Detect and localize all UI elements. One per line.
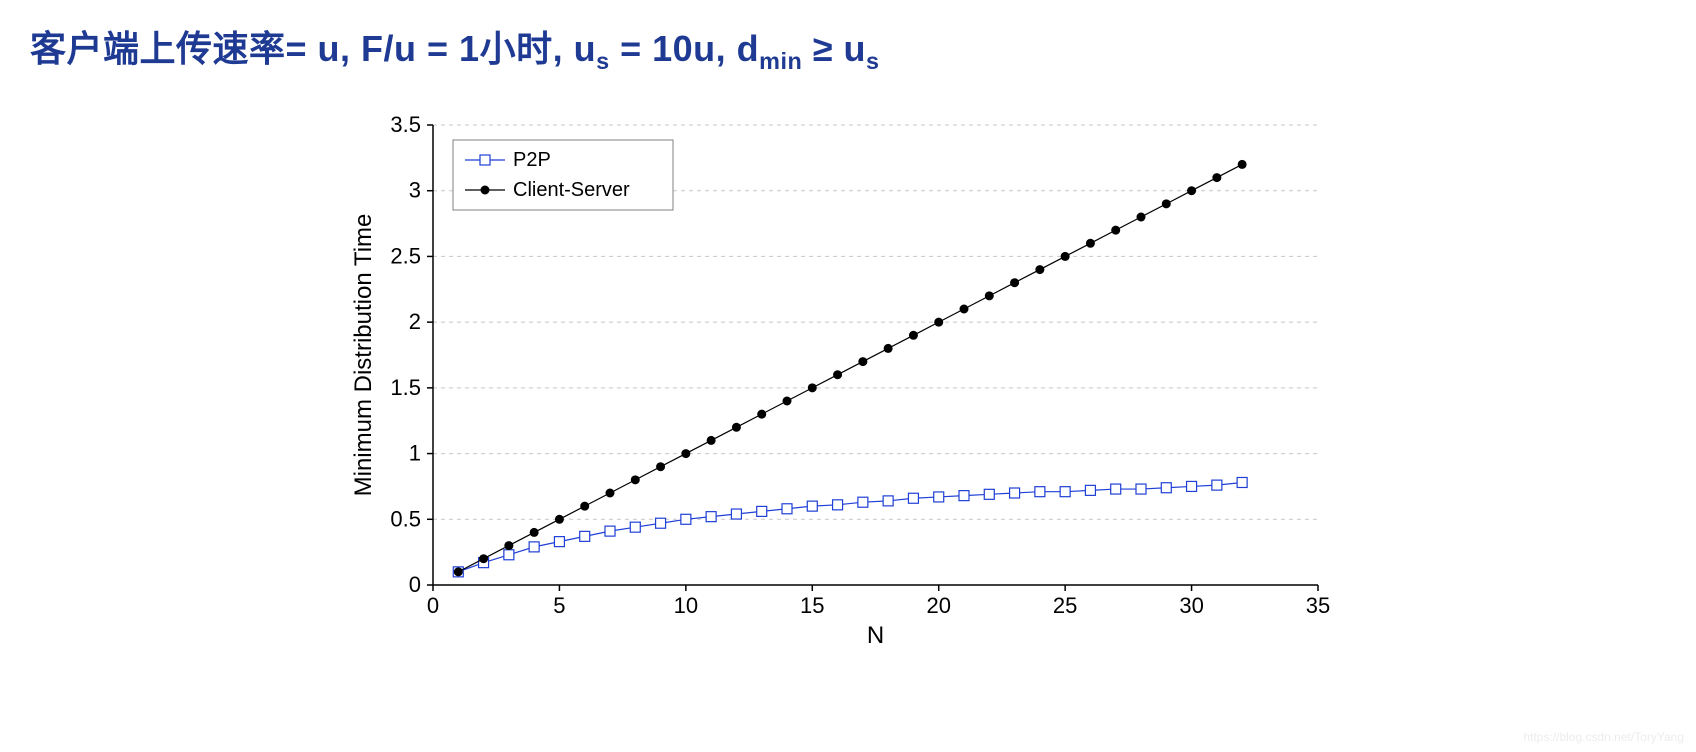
marker-cs (1111, 226, 1120, 235)
marker-p2p (1161, 483, 1171, 493)
legend-label: Client-Server (513, 179, 630, 201)
marker-p2p (984, 490, 994, 500)
marker-p2p (1187, 482, 1197, 492)
marker-p2p (529, 542, 539, 552)
marker-cs (631, 476, 640, 485)
y-tick-label: 1 (409, 441, 421, 466)
marker-cs (1086, 239, 1095, 248)
marker-cs (707, 436, 716, 445)
marker-p2p (1035, 487, 1045, 497)
watermark-text: https://blog.csdn.net/ToryYang (1523, 730, 1684, 744)
title-prefix-cn: 客户端上传速率= (30, 28, 318, 69)
marker-p2p (782, 504, 792, 514)
marker-p2p (858, 497, 868, 507)
marker-cs (960, 305, 969, 314)
y-tick-label: 0 (409, 572, 421, 597)
marker-p2p (554, 537, 564, 547)
page-title: 客户端上传速率= u, F/u = 1小时, us = 10u, dmin ≥ … (30, 20, 1666, 75)
marker-p2p (1085, 486, 1095, 496)
marker-cs (1035, 265, 1044, 274)
distribution-time-chart: 0 0.5 1 1.5 2 2.5 3 3.5 0 5 10 15 20 25 30 35 N Minimum D… (338, 105, 1358, 665)
marker-p2p (883, 496, 893, 506)
marker-cs (1212, 173, 1221, 182)
marker-p2p (1136, 484, 1146, 494)
marker-p2p (1010, 488, 1020, 498)
x-tick-label: 35 (1306, 593, 1330, 618)
marker-p2p (1237, 478, 1247, 488)
marker-cs (1010, 278, 1019, 287)
marker-cs (808, 384, 817, 393)
marker-p2p (630, 522, 640, 532)
title-tail-sub: s (866, 48, 880, 74)
marker-cs (580, 502, 589, 511)
x-tick-label: 5 (553, 593, 565, 618)
marker-cs (985, 292, 994, 301)
marker-cs (757, 410, 766, 419)
marker-cs (833, 370, 842, 379)
title-tail: ≥ u (802, 28, 866, 69)
chart-container: 0 0.5 1 1.5 2 2.5 3 3.5 0 5 10 15 20 25 30 35 N Minimum D… (30, 105, 1666, 665)
y-axis-label: Minimum Distribution Time (350, 214, 377, 497)
title-dmin-sub: min (759, 48, 802, 74)
marker-cs (504, 541, 513, 550)
x-tick-label: 10 (674, 593, 698, 618)
title-us-rhs: = 10u, d (610, 28, 760, 69)
marker-p2p (580, 532, 590, 542)
y-tick-label: 3.5 (390, 112, 421, 137)
y-tick-label: 1.5 (390, 375, 421, 400)
marker-cs (656, 462, 665, 471)
title-hour-cn: 小时, (480, 28, 574, 69)
x-tick-label: 15 (800, 593, 824, 618)
marker-p2p (656, 518, 666, 528)
title-us: u (574, 28, 597, 69)
x-tick-label: 20 (926, 593, 950, 618)
marker-p2p (807, 501, 817, 511)
x-tick-label: 0 (427, 593, 439, 618)
x-axis-label: N (867, 622, 884, 649)
marker-p2p (757, 507, 767, 517)
legend: P2P Client-Server (453, 140, 673, 210)
marker-cs (909, 331, 918, 340)
title-us-sub: s (596, 48, 610, 74)
marker-cs (530, 528, 539, 537)
marker-p2p (1212, 480, 1222, 490)
title-part1: u, F/u = 1 (318, 28, 480, 69)
legend-label: P2P (513, 149, 551, 171)
marker-cs (479, 554, 488, 563)
marker-p2p (934, 492, 944, 502)
marker-cs (732, 423, 741, 432)
marker-cs (934, 318, 943, 327)
marker-cs (1162, 200, 1171, 209)
marker-p2p (504, 550, 514, 560)
marker-cs (1137, 213, 1146, 222)
y-tick-label: 3 (409, 178, 421, 203)
marker-p2p (706, 512, 716, 522)
marker-cs (1187, 186, 1196, 195)
marker-cs (884, 344, 893, 353)
marker-cs (858, 357, 867, 366)
marker-cs (1238, 160, 1247, 169)
marker-p2p (908, 493, 918, 503)
x-tick-label: 30 (1179, 593, 1203, 618)
marker-p2p (959, 491, 969, 501)
marker-p2p (1060, 487, 1070, 497)
marker-cs (681, 449, 690, 458)
marker-cs (454, 568, 463, 577)
marker-cs (555, 515, 564, 524)
marker-p2p (681, 514, 691, 524)
marker-cs (606, 489, 615, 498)
x-tick-label: 25 (1053, 593, 1077, 618)
marker-cs (1061, 252, 1070, 261)
marker-p2p (833, 500, 843, 510)
marker-p2p (1111, 484, 1121, 494)
marker-cs (783, 397, 792, 406)
marker-p2p (731, 509, 741, 519)
y-tick-label: 0.5 (390, 506, 421, 531)
y-tick-label: 2.5 (390, 244, 421, 269)
marker-p2p (605, 526, 615, 536)
y-tick-label: 2 (409, 309, 421, 334)
